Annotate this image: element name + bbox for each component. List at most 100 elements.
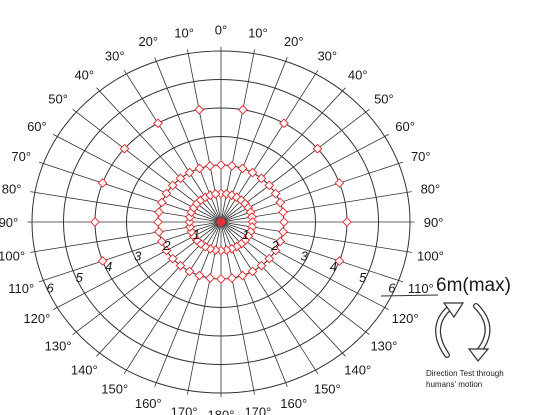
detection-marker-2m [227,160,237,171]
detection-marker-2m [279,217,289,227]
detection-marker-4m [97,256,108,266]
distance-label-right-5: 5 [359,270,367,285]
angle-label-left-160: 160° [135,396,162,411]
detection-marker-2m [264,180,275,191]
curved-arrows-icon [435,302,491,362]
angle-label-left-130: 130° [45,339,72,354]
detection-marker-2m [278,226,288,237]
angle-label-left-80: 80° [2,182,22,197]
detection-marker-2m [167,180,178,191]
caption-line-2: humans' motion [426,380,482,389]
detection-marker-2m [184,167,195,178]
angle-label-right-10: 10° [248,26,268,41]
distance-label-left-1: 1 [193,227,200,242]
angle-label-left-60: 60° [27,119,47,134]
detection-marker-2m [256,260,267,271]
angle-label-right-50: 50° [374,91,394,106]
detection-marker-2m [247,167,258,178]
angle-label-left-20: 20° [138,34,158,49]
detection-marker-2m [154,226,164,237]
detection-marker-2m [256,173,267,184]
detection-marker-4m [334,256,345,266]
detection-marker-1m [210,189,221,199]
angle-label-right-100: 100° [417,248,444,263]
angle-label-right-80: 80° [421,182,441,197]
angle-label-right-120: 120° [392,311,419,326]
angle-label-left-150: 150° [101,382,128,397]
detection-marker-2m [154,207,164,218]
detection-markers [90,104,352,284]
detection-marker-2m [227,273,237,284]
distance-label-right-1: 1 [242,227,249,242]
angle-label-left-120: 120° [23,311,50,326]
detection-marker-2m [237,270,248,281]
detection-marker-2m [275,197,286,208]
angle-label-right-70: 70° [411,149,431,164]
detection-marker-2m [153,217,163,227]
detection-marker-2m [184,266,195,277]
detection-marker-4m [237,104,248,115]
detection-marker-2m [278,207,288,218]
detection-marker-4m [119,143,130,154]
sensor-center [216,217,226,227]
angle-label-left-10: 10° [174,26,194,41]
detection-marker-2m [161,188,172,199]
detection-marker-2m [175,173,186,184]
detection-marker-1m [231,241,242,252]
angle-label-right-130: 130° [370,339,397,354]
range-pointer [380,294,439,297]
detection-marker-1m [184,217,195,227]
angle-label-left-90: 90° [0,215,18,230]
detection-marker-1m [185,222,195,232]
distance-label-left-4: 4 [105,259,112,274]
detection-marker-2m [175,260,186,271]
angle-label-left-170: 170° [171,405,198,415]
detection-marker-2m [247,266,258,277]
detection-marker-2m [216,160,226,170]
detection-marker-2m [161,245,172,256]
detection-marker-2m [194,163,205,174]
distance-label-left-5: 5 [76,270,84,285]
angle-label-right-90: 90° [424,215,444,230]
angle-label-right-150: 150° [314,382,341,397]
range-label: 6m(max) [436,275,511,296]
angle-label-left-140: 140° [71,362,98,377]
angle-label-left-110: 110° [8,281,34,296]
distance-label-right-4: 4 [330,259,337,274]
detection-marker-2m [156,197,167,208]
detection-marker-4m [90,217,100,227]
distance-label-left-3: 3 [134,248,142,263]
angle-label-left-100: 100° [0,248,25,263]
detection-marker-4m [194,104,205,115]
angle-label-right-160: 160° [280,396,307,411]
detection-marker-2m [270,188,281,199]
angle-label-left-70: 70° [11,149,31,164]
angle-label-left-40: 40° [74,68,94,83]
distance-label-right-3: 3 [301,248,309,263]
angle-labels: 0° 10°20°30°40°50°60°70°80°90°100°110°120… [0,23,444,415]
detection-marker-2m [156,236,167,247]
angle-label-right-40: 40° [348,68,368,83]
detection-marker-4m [334,178,345,188]
distance-label-left-2: 2 [162,238,171,253]
detection-marker-2m [264,253,275,264]
detection-marker-2m [275,236,286,247]
detection-marker-2m [205,160,215,171]
caption-line-1: Direction Test through [426,369,504,378]
angle-label-right-30: 30° [317,48,337,63]
detection-marker-2m [237,163,248,174]
detection-marker-4m [153,118,163,129]
angle-label-right-140: 140° [344,362,371,377]
detection-marker-2m [270,245,281,256]
angle-label-right-110: 110° [408,281,434,296]
detection-marker-2m [167,253,178,264]
angle-label-right-0: 0° [215,23,227,38]
detection-marker-2m [194,270,205,281]
detection-marker-2m [216,274,226,284]
angle-label-right-60: 60° [395,119,415,134]
angle-label-right-170: 170° [244,405,271,415]
distance-label-right-6: 6 [388,281,396,296]
angle-label-right-180: 180° [208,407,235,415]
detection-marker-4m [279,118,289,129]
